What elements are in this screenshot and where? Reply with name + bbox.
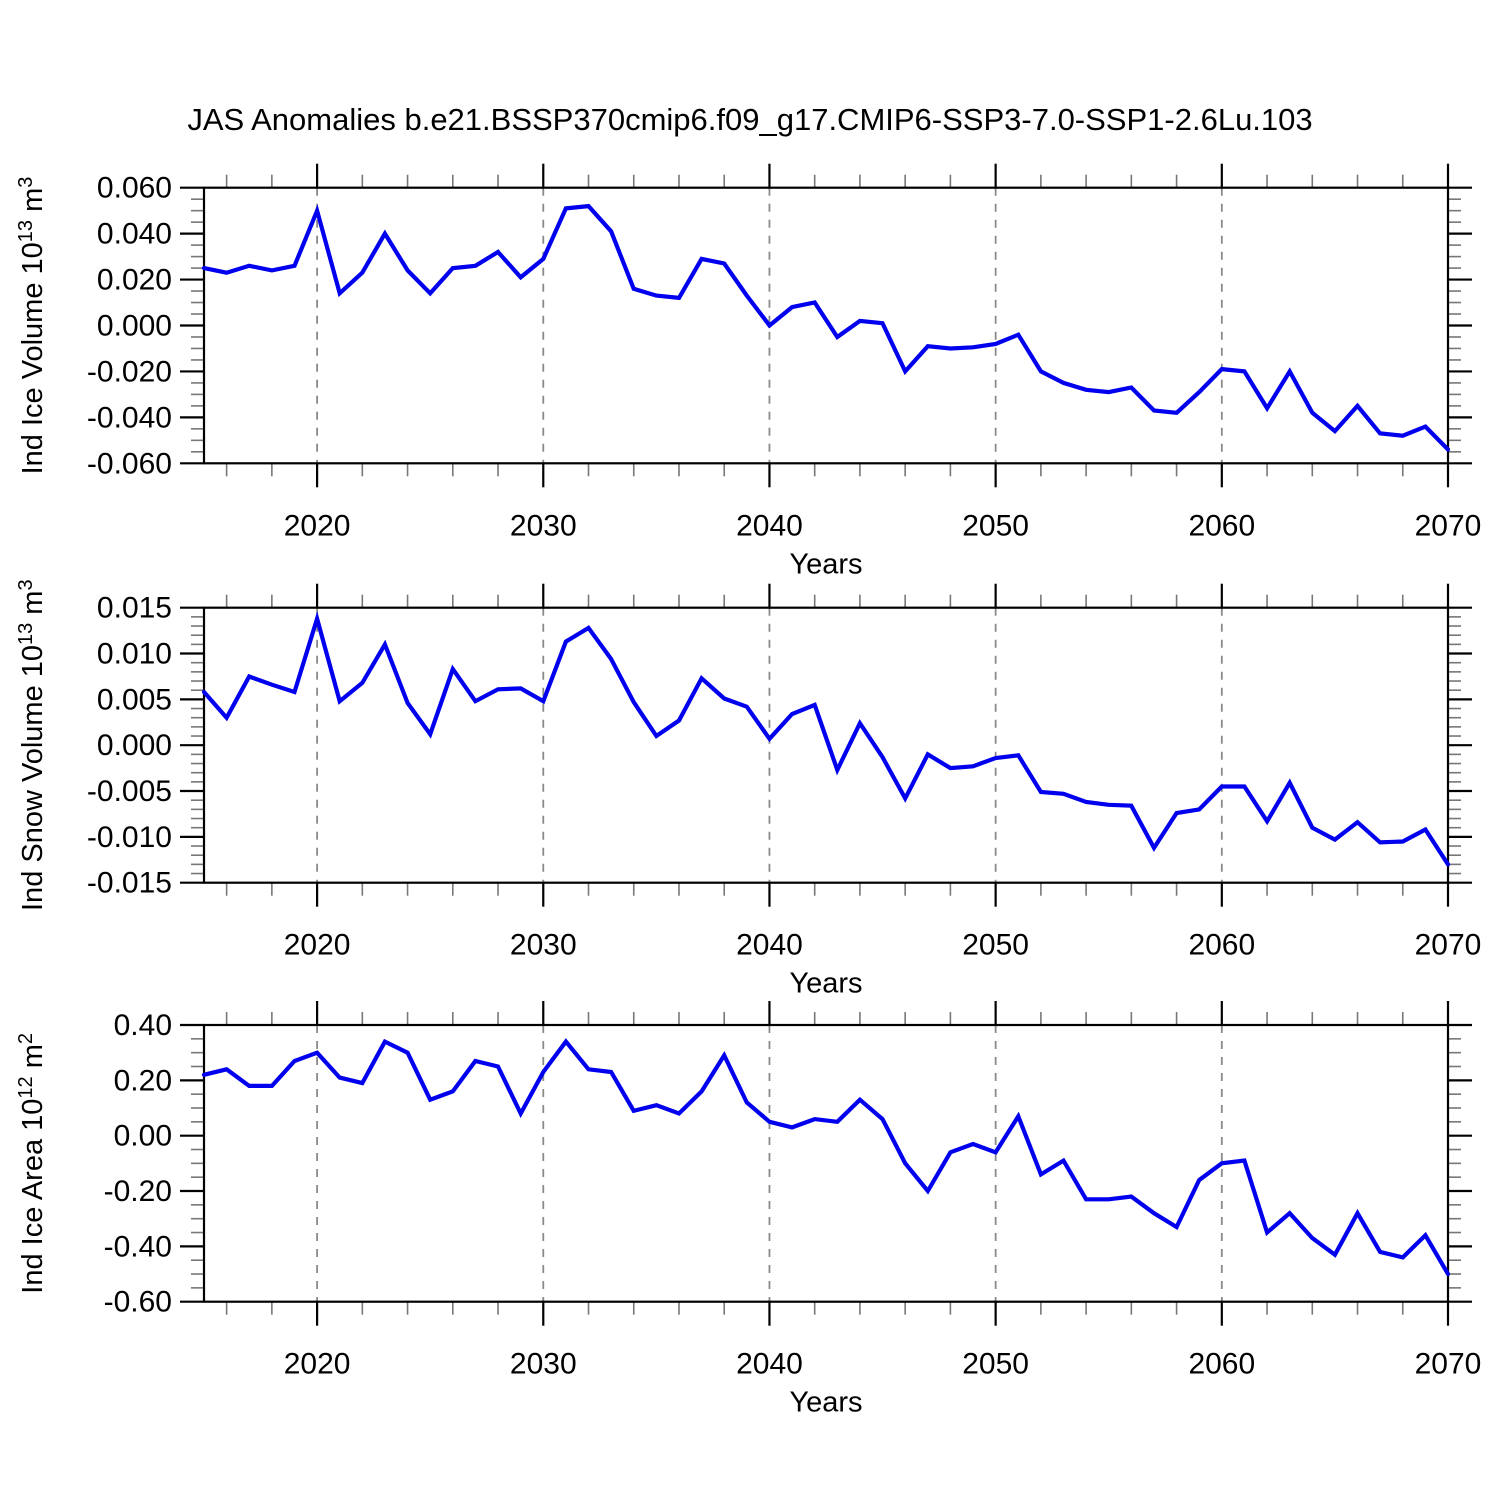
x-tick-label: 2030: [510, 1348, 577, 1381]
x-tick-label: 2030: [510, 929, 577, 962]
series-line-snow-volume: [201, 611, 1451, 867]
x-tick-label: 2040: [736, 1348, 803, 1381]
panel-border: [202, 186, 1450, 465]
x-tick-label: 2070: [1415, 509, 1482, 542]
series-line-ice-volume: [201, 203, 1451, 452]
y-tick-label: 0.000: [97, 729, 172, 762]
y-axis-label: Ind Ice Area 1012 m2: [15, 1033, 49, 1294]
x-tick-label: 2040: [736, 509, 803, 542]
series-line-ice-area: [201, 1038, 1451, 1277]
x-tick-label: 2050: [962, 1348, 1029, 1381]
y-tick-label: -0.015: [87, 867, 172, 900]
x-tick-label: 2070: [1415, 929, 1482, 962]
x-axis-label: Years: [789, 968, 862, 1000]
panel-ice-area: 2020 2030 2040 2050 2060 2070 0.40 0.20 0.00 -0.2…: [15, 1001, 1481, 1419]
x-axis-label: Years: [789, 548, 862, 580]
x-tick-label: 2060: [1188, 509, 1255, 542]
y-tick-label: -0.40: [104, 1230, 172, 1263]
x-tick-label: 2050: [962, 509, 1029, 542]
y-tick-label: 0.040: [97, 218, 172, 251]
x-axis-label: Years: [789, 1387, 862, 1419]
x-tick-label: 2040: [736, 929, 803, 962]
y-tick-label: -0.60: [104, 1286, 172, 1319]
x-tick-label: 2060: [1188, 1348, 1255, 1381]
y-tick-label: 0.005: [97, 683, 172, 716]
x-tick-label: 2020: [284, 929, 351, 962]
x-tick-label: 2070: [1415, 1348, 1482, 1381]
panel-border: [202, 1023, 1450, 1303]
y-tick-label: -0.040: [87, 401, 172, 434]
y-tick-label: -0.020: [87, 355, 172, 388]
y-tick-label: -0.20: [104, 1175, 172, 1208]
y-tick-label: -0.005: [87, 775, 172, 808]
x-tick-label: 2020: [284, 509, 351, 542]
y-tick-label: -0.010: [87, 821, 172, 854]
y-tick-label: 0.00: [114, 1120, 172, 1153]
x-tick-label: 2030: [510, 509, 577, 542]
y-tick-label: 0.40: [114, 1009, 172, 1042]
figure-title: JAS Anomalies b.e21.BSSP370cmip6.f09_g17…: [187, 102, 1313, 137]
panel-snow-volume: 2020 2030 2040 2050 2060 2070 0.015 0.010 0.005 0…: [15, 579, 1481, 999]
x-tick-label: 2050: [962, 929, 1029, 962]
y-axis-label: Ind Snow Volume 1013 m3: [15, 579, 49, 911]
y-tick-label: 0.010: [97, 638, 172, 671]
x-tick-label: 2020: [284, 1348, 351, 1381]
x-tick-label: 2060: [1188, 929, 1255, 962]
y-axis-label: Ind Ice Volume 1013 m3: [15, 177, 49, 475]
y-tick-label: -0.060: [87, 447, 172, 480]
y-tick-label: 0.015: [97, 592, 172, 625]
y-tick-label: 0.060: [97, 172, 172, 205]
panel-ice-volume: 2020 2030 2040 2050 2060 2070 0.060 0.040 0.020 0…: [15, 163, 1482, 580]
panel-border: [202, 606, 1450, 884]
y-tick-label: 0.000: [97, 310, 172, 343]
y-tick-label: 0.020: [97, 264, 172, 297]
y-tick-label: 0.20: [114, 1064, 172, 1097]
